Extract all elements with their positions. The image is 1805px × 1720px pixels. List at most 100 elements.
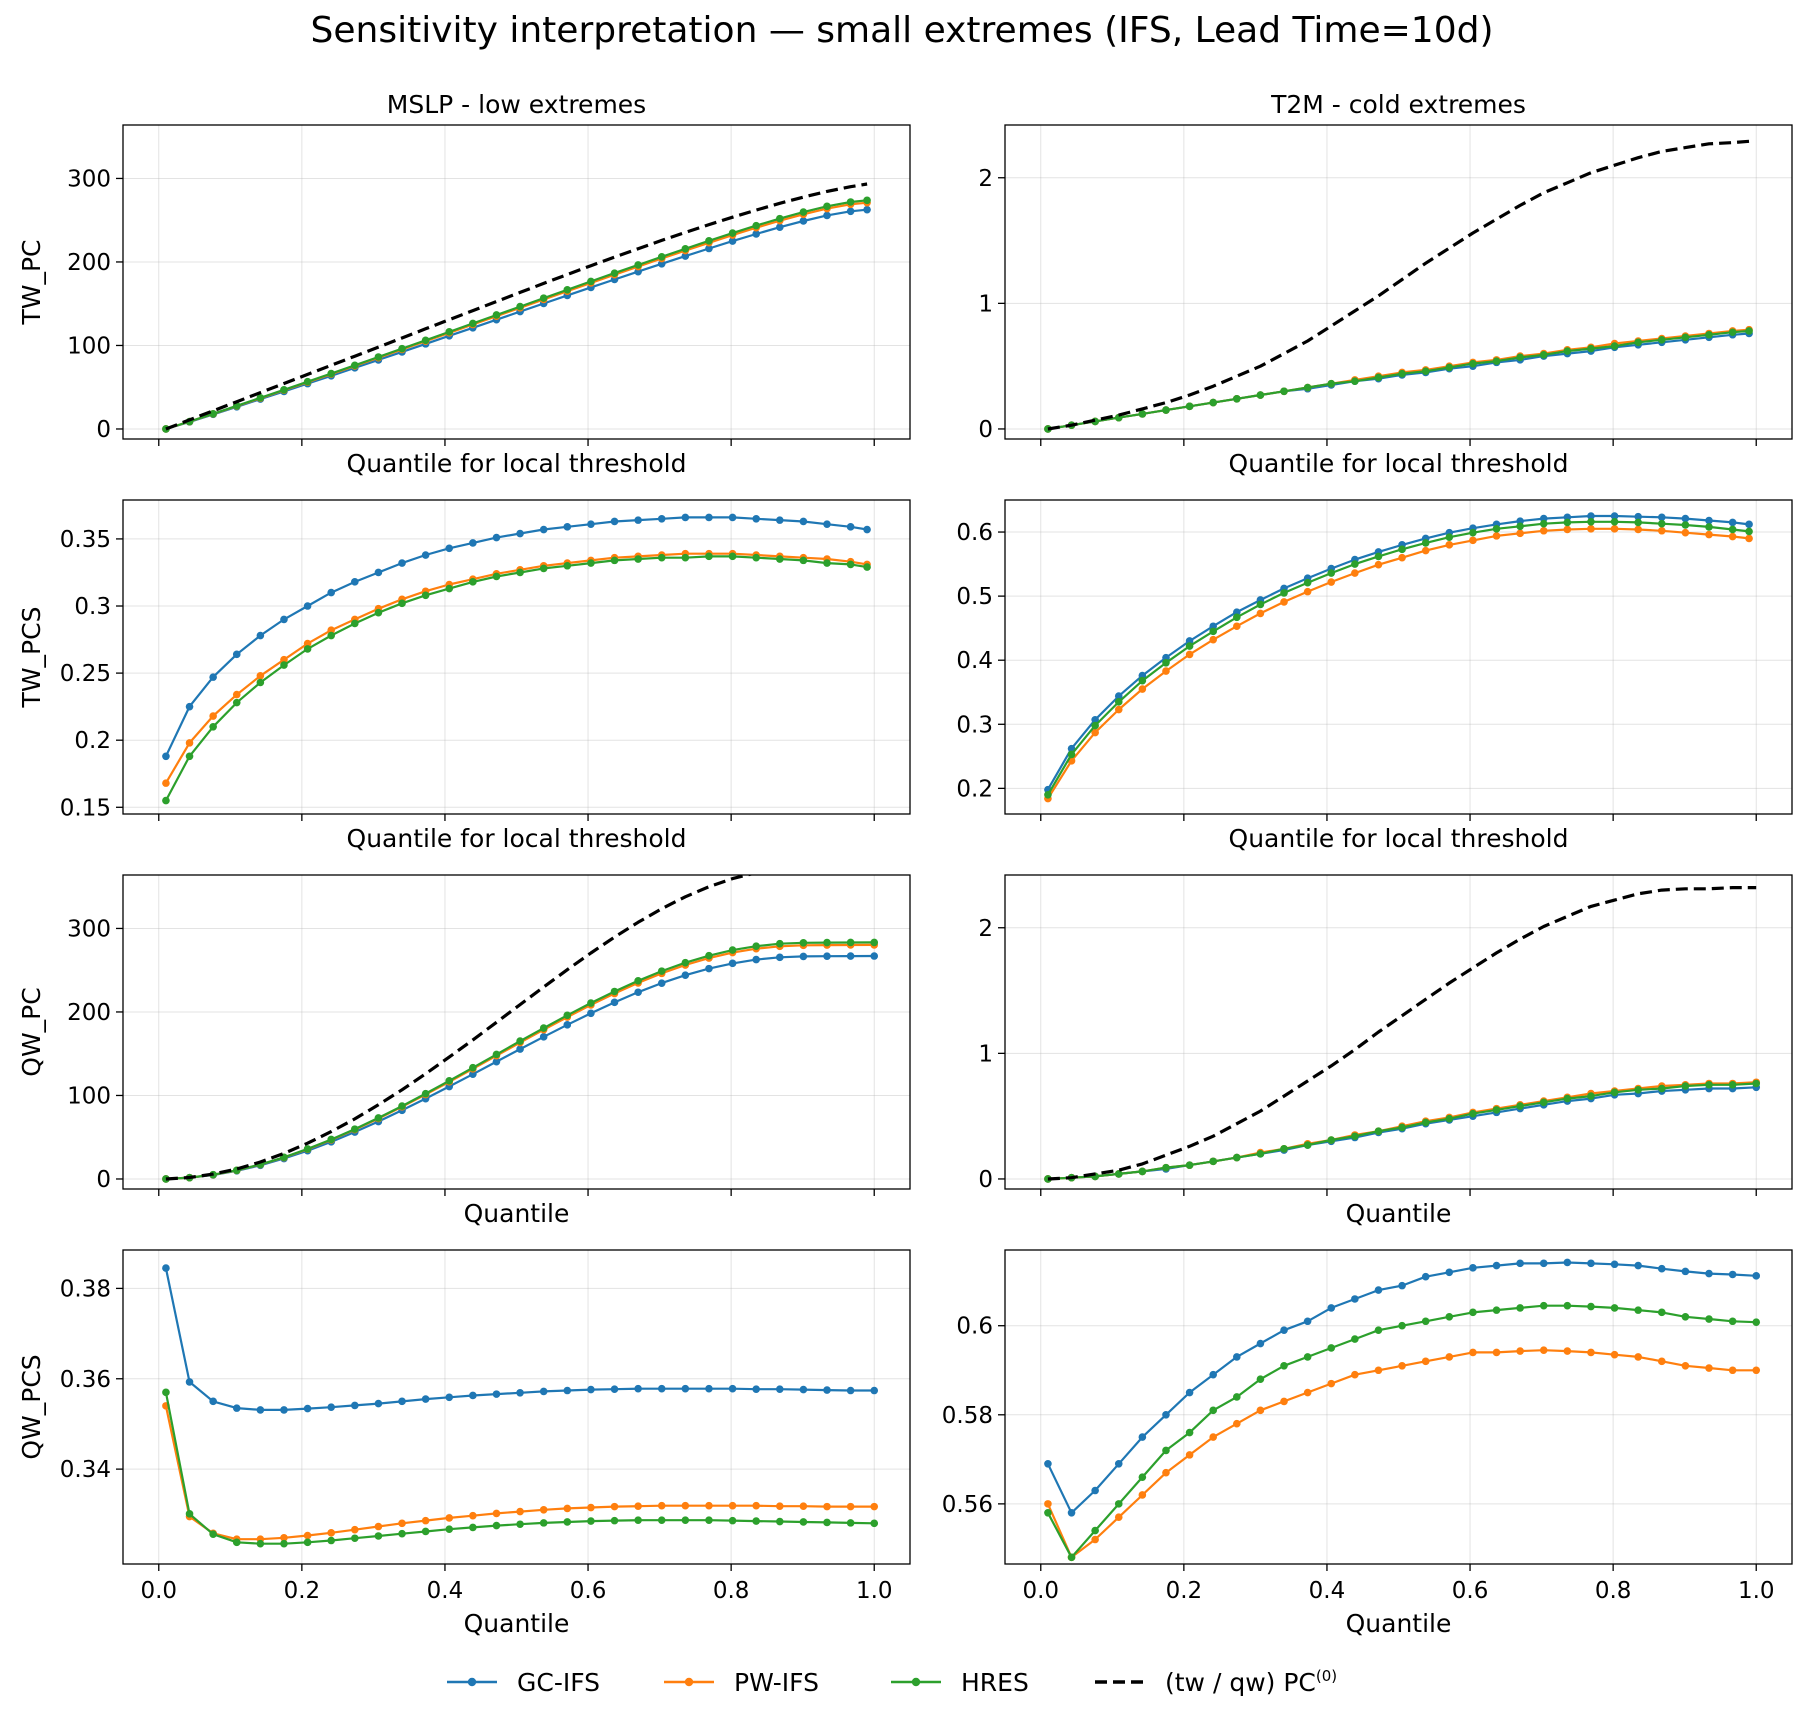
- data-point-hres: [1445, 1114, 1454, 1123]
- data-point-hres: [398, 344, 406, 353]
- data-point-hres: [209, 722, 217, 731]
- data-point-pw-ifs: [1233, 1419, 1241, 1428]
- data-point-pw-ifs: [209, 712, 217, 720]
- data-point-hres: [421, 591, 430, 600]
- data-point-hres: [870, 938, 879, 947]
- data-point-hres: [863, 196, 871, 205]
- data-point-gc-ifs: [563, 1386, 572, 1395]
- data-point-hres: [516, 568, 524, 577]
- data-point-hres: [1280, 387, 1288, 396]
- data-point-hres: [1162, 1163, 1170, 1172]
- data-point-gc-ifs: [469, 1391, 477, 1400]
- data-point-hres: [1728, 525, 1737, 534]
- data-point-hres: [1351, 560, 1359, 568]
- data-point-gc-ifs: [303, 1404, 312, 1413]
- data-point-pw-ifs: [610, 1502, 619, 1511]
- data-point-gc-ifs: [421, 1395, 430, 1403]
- data-point-gc-ifs: [1587, 512, 1595, 520]
- data-point-pw-ifs: [1091, 728, 1099, 737]
- data-point-pw-ifs: [1280, 1397, 1288, 1406]
- data-point-hres: [775, 214, 784, 223]
- x-tick-label: 0.2: [1166, 1578, 1203, 1604]
- data-point-gc-ifs: [634, 516, 642, 524]
- data-point-gc-ifs: [1256, 1339, 1265, 1348]
- data-point-hres: [469, 1063, 477, 1072]
- data-point-gc-ifs: [705, 964, 713, 973]
- data-point-hres: [775, 939, 784, 948]
- data-point-hres: [1587, 1092, 1595, 1100]
- data-point-hres: [1114, 698, 1123, 706]
- data-point-pw-ifs: [1657, 526, 1666, 535]
- x-axis-label: Quantile for local threshold: [347, 824, 687, 853]
- axes-frame: [1004, 874, 1793, 1190]
- data-point-pw-ifs: [303, 1531, 312, 1540]
- y-tick-label: 0.6: [956, 1314, 993, 1340]
- data-point-hres: [1351, 377, 1359, 386]
- data-point-pw-ifs: [1705, 1364, 1713, 1372]
- data-point-hres: [587, 1517, 595, 1525]
- data-point-pw-ifs: [1091, 1535, 1099, 1544]
- data-point-gc-ifs: [539, 525, 548, 534]
- x-axis-label: Quantile: [464, 1609, 570, 1638]
- data-point-hres: [303, 1145, 312, 1153]
- data-point-pw-ifs: [1351, 1370, 1359, 1379]
- data-point-hres: [421, 1089, 430, 1098]
- data-point-hres: [705, 1516, 713, 1524]
- data-point-gc-ifs: [1657, 513, 1666, 522]
- data-point-gc-ifs: [775, 1385, 784, 1393]
- data-point-hres: [610, 556, 619, 565]
- data-point-hres: [303, 645, 312, 653]
- data-point-hres: [492, 1521, 501, 1530]
- data-point-gc-ifs: [1634, 1261, 1642, 1270]
- data-point-gc-ifs: [1351, 1295, 1359, 1303]
- data-point-hres: [1303, 1353, 1312, 1361]
- data-point-gc-ifs: [775, 516, 784, 524]
- data-point-hres: [1351, 1132, 1359, 1141]
- data-point-pw-ifs: [327, 1529, 335, 1537]
- data-point-hres: [1681, 1082, 1690, 1090]
- data-point-pw-ifs: [1610, 1350, 1619, 1359]
- data-point-gc-ifs: [1681, 1267, 1690, 1276]
- data-point-hres: [1634, 338, 1642, 347]
- data-point-hres: [1492, 1106, 1501, 1114]
- data-point-hres: [728, 552, 737, 561]
- data-point-hres: [1681, 521, 1690, 529]
- data-point-hres: [657, 252, 666, 261]
- data-point-hres: [863, 563, 871, 571]
- data-point-hres: [351, 619, 359, 628]
- axes-frame: [122, 874, 911, 1190]
- data-point-hres: [1327, 1344, 1336, 1352]
- data-point-hres: [1492, 1306, 1501, 1314]
- data-point-pw-ifs: [539, 1505, 548, 1514]
- data-point-pw-ifs: [1587, 525, 1595, 533]
- data-point-gc-ifs: [1421, 1272, 1430, 1281]
- data-point-hres: [1657, 519, 1666, 528]
- y-tick-label: 200: [67, 250, 111, 276]
- data-point-hres: [1398, 1321, 1406, 1330]
- data-point-gc-ifs: [1492, 1261, 1501, 1270]
- data-point-pw-ifs: [1539, 526, 1548, 535]
- data-point-hres: [1610, 1088, 1619, 1097]
- data-point-gc-ifs: [823, 1386, 831, 1394]
- data-point-pw-ifs: [1044, 1500, 1052, 1508]
- data-point-gc-ifs: [1469, 1264, 1477, 1272]
- legend-label: (tw / qw) PC(0): [1165, 1667, 1337, 1697]
- data-point-pw-ifs: [681, 1501, 690, 1510]
- data-point-hres: [1705, 1315, 1713, 1323]
- data-point-gc-ifs: [421, 551, 430, 559]
- data-point-hres: [492, 311, 501, 319]
- data-point-hres: [1516, 1102, 1524, 1110]
- x-tick-label: 1.0: [1738, 1578, 1775, 1604]
- series-line-pw-ifs: [164, 1405, 875, 1541]
- data-point-hres: [469, 578, 477, 586]
- data-point-hres: [1374, 373, 1383, 382]
- y-tick-label: 1: [978, 1041, 993, 1067]
- data-point-hres: [681, 553, 690, 562]
- y-tick-label: 0.38: [60, 1276, 111, 1302]
- legend-item-hres: HRES: [891, 1668, 1029, 1697]
- data-point-gc-ifs: [657, 1384, 666, 1393]
- data-point-hres: [1563, 1301, 1572, 1310]
- data-point-hres: [1114, 1500, 1123, 1508]
- data-point-hres: [280, 661, 288, 669]
